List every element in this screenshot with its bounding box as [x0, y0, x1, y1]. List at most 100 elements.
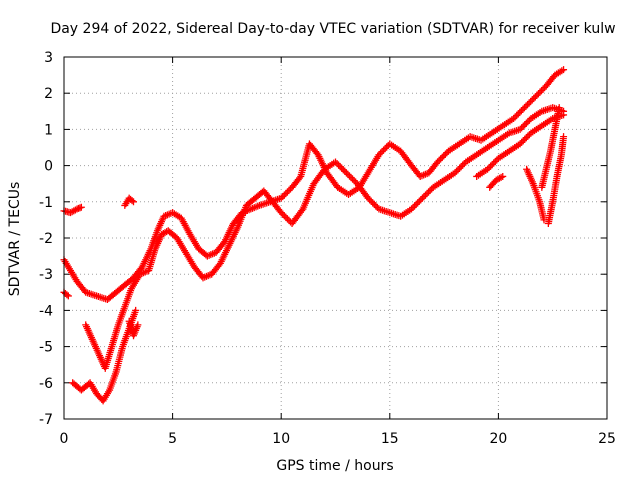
- data-point: [77, 203, 85, 211]
- x-axis-label: GPS time / hours: [276, 458, 393, 474]
- series-track-4: [69, 306, 140, 405]
- tick-layer: 0 5 10 15 20 25 -7 -6 -5 -4 -3 -2 -1 0 1 2 3: [39, 50, 616, 447]
- data-point: [531, 93, 539, 101]
- data-point: [441, 150, 449, 158]
- data-point: [459, 161, 467, 169]
- data-point: [63, 291, 71, 299]
- y-axis-label: SDTVAR / TECUs: [7, 182, 23, 297]
- series-track-2: [60, 66, 568, 304]
- data-point: [280, 191, 288, 199]
- data-point: [383, 143, 391, 151]
- data-point: [280, 212, 288, 220]
- y-tick-label: 2: [44, 86, 53, 102]
- data-point: [134, 321, 142, 329]
- data-point: [342, 169, 350, 177]
- series-track-11: [544, 133, 568, 228]
- data-point: [533, 91, 541, 99]
- data-point: [524, 101, 532, 109]
- data-point: [440, 152, 448, 160]
- data-point: [528, 96, 536, 104]
- data-point: [434, 158, 442, 166]
- data-point: [518, 124, 526, 132]
- data-point: [338, 164, 346, 172]
- data-point: [333, 160, 341, 168]
- data-point: [524, 118, 532, 126]
- x-tick-label: 15: [381, 431, 399, 447]
- data-point: [491, 157, 499, 165]
- data-point: [499, 172, 507, 180]
- data-point: [518, 138, 526, 146]
- data-point: [514, 110, 522, 118]
- data-point: [519, 137, 527, 145]
- data-point: [414, 199, 422, 207]
- y-tick-label: -7: [39, 412, 53, 428]
- series-track-8: [473, 111, 568, 180]
- series-track-5: [82, 104, 568, 372]
- data-point: [490, 159, 498, 167]
- data-point: [282, 190, 290, 198]
- y-tick-label: 0: [44, 159, 53, 175]
- data-point: [519, 105, 527, 113]
- data-point: [277, 209, 285, 217]
- data-point: [426, 186, 434, 194]
- data-point: [534, 90, 542, 98]
- data-point: [536, 88, 544, 96]
- data-point: [277, 194, 285, 202]
- series-track-9: [486, 172, 507, 191]
- data-point: [336, 163, 344, 171]
- data-point: [517, 107, 525, 115]
- data-point: [421, 191, 429, 199]
- data-point: [560, 133, 568, 141]
- grid-layer: [64, 57, 607, 419]
- data-point: [438, 153, 446, 161]
- data-point: [370, 200, 378, 208]
- plot-frame: [63, 56, 608, 420]
- data-point: [510, 115, 518, 123]
- x-tick-label: 20: [489, 431, 507, 447]
- series-track-10: [523, 165, 548, 224]
- data-point: [378, 148, 386, 156]
- data-point: [560, 111, 568, 119]
- data-point: [539, 85, 547, 93]
- data-point: [412, 200, 420, 208]
- data-point: [485, 164, 493, 172]
- chart-title: Day 294 of 2022, Sidereal Day-to-day VTE…: [50, 21, 615, 37]
- x-tick-label: 5: [168, 431, 177, 447]
- data-point: [372, 202, 380, 210]
- data-point: [376, 149, 384, 157]
- y-tick-label: 3: [44, 50, 53, 66]
- data-point: [497, 173, 505, 181]
- data-point: [451, 169, 459, 177]
- x-tick-label: 25: [598, 431, 616, 447]
- data-point: [418, 194, 426, 202]
- data-point: [525, 99, 533, 107]
- series-track-3: [60, 288, 72, 300]
- data-layer: [60, 66, 568, 405]
- data-point: [285, 186, 293, 194]
- data-point: [522, 134, 530, 142]
- data-point: [375, 151, 383, 159]
- data-point: [516, 108, 524, 116]
- data-point: [420, 193, 428, 201]
- data-point: [511, 113, 519, 121]
- data-point: [364, 194, 372, 202]
- data-point: [555, 104, 563, 112]
- data-point: [349, 175, 357, 183]
- data-point: [453, 167, 461, 175]
- x-tick-label: 10: [272, 431, 290, 447]
- data-point: [457, 163, 465, 171]
- data-point: [381, 145, 389, 153]
- data-point: [560, 66, 568, 74]
- data-point: [521, 135, 529, 143]
- y-tick-label: -1: [39, 195, 53, 211]
- data-point: [435, 156, 443, 164]
- data-point: [520, 104, 528, 112]
- data-point: [488, 161, 496, 169]
- data-point: [423, 190, 431, 198]
- data-point: [415, 197, 423, 205]
- data-point: [350, 177, 358, 185]
- data-point: [522, 119, 530, 127]
- data-point: [487, 162, 495, 170]
- y-tick-label: -3: [39, 267, 53, 283]
